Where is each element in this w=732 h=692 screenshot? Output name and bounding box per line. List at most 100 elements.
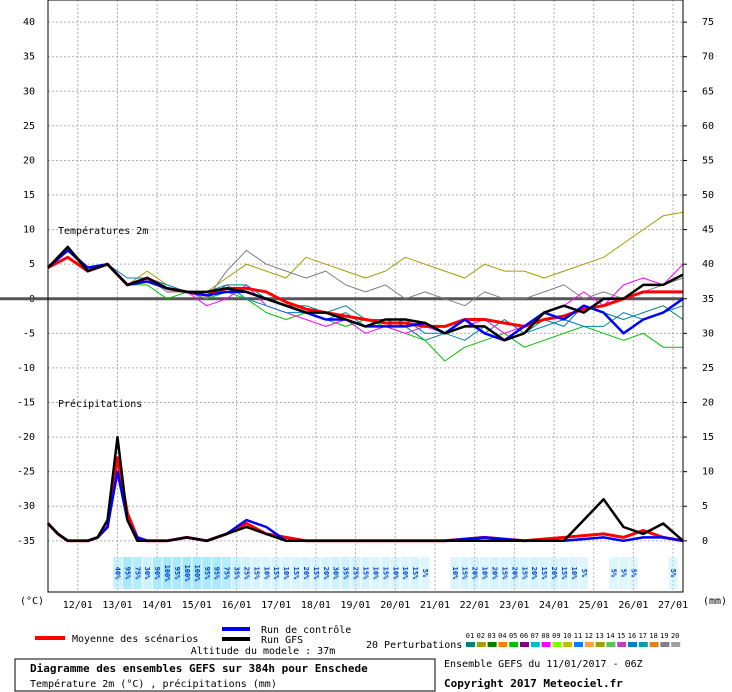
y-tick-label: -35 [17,536,35,547]
perturbation-swatch [660,642,670,647]
precip-probability-label: 10% [391,567,399,580]
precip-probability-label: 35% [342,567,350,580]
run-label: Ensemble GEFS du 11/01/2017 - 06Z [444,659,643,670]
y-tick-label: -30 [17,501,35,512]
precip-probability-box [519,557,529,589]
y-tick-label: -5 [23,328,35,339]
y-tick-label: 25 [23,121,35,132]
chart-subtitle: Température 2m (°C) , précipitations (mm… [30,678,277,690]
precip-probability-label: 20% [471,567,479,580]
perturbation-swatch [530,642,540,647]
precip-probability-label: 10% [570,567,578,580]
precip-probability-label: 20% [530,567,538,580]
precip-probability-box [559,557,569,589]
perturbation-number: 03 [487,632,495,640]
precip-probability-box [261,557,271,589]
precip-probability-label: 10% [401,567,409,580]
precip-probability-box [489,557,499,589]
perturbation-swatch [574,642,583,647]
precip-probability-box [321,557,331,589]
precip-probability-box [142,557,152,589]
y2-tick-label: 70 [702,52,714,63]
precip-probability-box [212,557,222,589]
precip-probability-box [291,557,301,589]
precip-probability-box [301,557,311,589]
precip-probability-box [509,557,519,589]
perturbation-swatch [476,642,486,647]
precip-probability-box [132,557,142,589]
precip-probability-label: 30% [332,567,340,580]
precip-probability-box [450,557,460,589]
precip-probability-label: 5% [669,569,677,578]
precip-probability-box [499,557,509,589]
precip-probability-box [480,557,490,589]
y2-tick-label: 5 [702,501,708,512]
y-tick-label: -25 [17,467,35,478]
perturbation-swatch [563,642,573,647]
precip-probability-label: 40% [113,567,121,580]
precip-probability-label: 15% [520,567,528,580]
precip-probability-box [351,557,361,589]
precip-probability-label: 95% [213,567,221,580]
perturbation-swatch [509,642,519,647]
precip-probability-box [162,557,172,589]
precip-probability-box [281,557,291,589]
perturbation-swatch [541,642,551,647]
precip-probability-box [539,557,549,589]
precip-probability-label: 20% [302,567,310,580]
precip-probability-label: 15% [500,567,508,580]
perturbation-swatch [617,642,627,647]
precip-probability-box [618,557,628,589]
perturbation-swatch [671,642,681,647]
perturbation-swatch [552,642,562,647]
y2-tick-label: 20 [702,398,714,409]
y2-tick-label: 15 [702,432,714,443]
precip-probability-label: 95% [203,567,211,580]
y-tick-label: 10 [23,225,35,236]
y2-tick-label: 40 [702,259,714,270]
precip-probability-label: 25% [352,567,360,580]
precip-probability-box [460,557,470,589]
precip-probability-label: 10% [371,567,379,580]
y2-unit: (mm) [703,596,727,607]
line-series [47,211,684,293]
precip-probability-label: 15% [381,567,389,580]
perturbation-number: 01 [466,632,474,640]
precip-probability-label: 100% [193,565,201,583]
precip-probability-label: 15% [461,567,469,580]
precip-probability-box [390,557,400,589]
y2-tick-label: 30 [702,328,714,339]
precip-probability-box [251,557,261,589]
y2-tick-label: 35 [702,294,714,305]
x-tick-label: 19/01 [341,600,371,611]
precip-probability-box [341,557,351,589]
precip-probability-label: 95% [173,567,181,580]
precip-probability-box [192,557,202,589]
perturbation-swatch [466,642,475,647]
precip-probability-box [579,557,589,589]
y2-tick-label: 60 [702,121,714,132]
precip-probability-label: 10% [451,567,459,580]
precip-probability-box [628,557,638,589]
precip-probability-label: 30% [143,567,151,580]
precipitation-label: Précipitations [58,398,142,410]
y2-tick-label: 65 [702,86,714,97]
precip-probability-box [331,557,341,589]
y-tick-label: 5 [29,259,35,270]
y-tick-label: 20 [23,155,35,166]
chart-title: Diagramme des ensembles GEFS sur 384h po… [30,662,368,675]
legend-label: Run de contrôle [261,624,351,636]
precip-probability-box [380,557,390,589]
precip-probability-box [271,557,281,589]
precip-probability-label: 35% [233,567,241,580]
precip-probability-box [232,557,242,589]
x-tick-label: 27/01 [658,600,688,611]
precip-probability-label: 15% [272,567,280,580]
x-tick-label: 13/01 [102,600,132,611]
x-tick-label: 16/01 [221,600,251,611]
precip-probability-box [202,557,212,589]
y-unit: (°C) [20,596,44,607]
precip-probability-box [361,557,370,589]
